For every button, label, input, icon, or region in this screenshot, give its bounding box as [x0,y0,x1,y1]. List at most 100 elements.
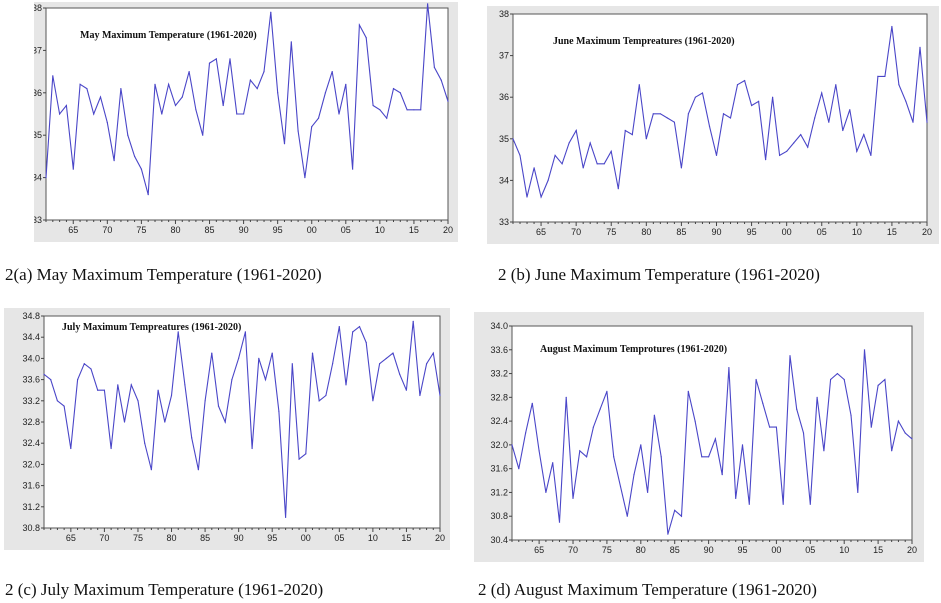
data-point [372,400,374,402]
data-point [729,117,732,119]
data-point [721,474,723,476]
x-tick-label: 90 [704,545,714,555]
data-point [285,516,287,518]
data-point [751,104,753,107]
data-point [599,408,601,410]
y-tick-label: 31.2 [22,502,40,512]
x-tick-label: 85 [670,545,680,555]
data-point [263,71,265,73]
x-tick-label: 15 [409,225,419,235]
data-point [891,25,893,28]
data-point [110,447,112,450]
data-point [420,109,422,111]
data-point [511,444,513,446]
data-point [311,126,313,128]
x-tick-label: 95 [738,545,748,555]
caption-may: 2(a) May Maximum Temperature (1961-2020) [5,265,322,284]
data-point [93,113,95,115]
data-point [835,84,837,86]
data-point [786,150,788,152]
data-point [331,71,333,73]
data-point [358,326,361,328]
data-point [134,155,136,157]
data-point [358,24,360,26]
series-line [512,26,928,199]
plot-area [511,325,913,541]
data-point [72,168,74,170]
data-point [592,426,594,428]
data-point [912,121,914,123]
data-point [533,167,535,169]
data-point [43,373,45,375]
x-tick-label: 80 [170,225,180,235]
data-point [898,84,900,86]
x-tick-label: 05 [341,225,351,235]
data-point [816,396,818,398]
chart-title: August Maximum Temprotures (1961-2020) [540,344,727,355]
data-point [291,363,293,365]
data-point [256,88,258,90]
data-point [905,100,907,102]
data-point [843,378,845,381]
data-point [97,389,99,391]
data-point [399,373,401,375]
data-point [714,438,716,440]
chart-june-svg: 33 34 35 36 37 38 65 70 75 80 85 90 95 00 05 10 15 20 June… [499,9,932,237]
data-point [432,352,434,354]
y-tick-label: 33.2 [22,396,40,406]
data-point [184,384,186,386]
data-point [667,533,669,535]
data-point [181,96,183,98]
data-point [659,113,661,115]
data-point [856,150,858,152]
data-point [863,134,865,136]
x-tick-label: 05 [334,533,344,543]
x-tick-label: 75 [136,225,146,235]
data-point [782,503,784,505]
data-point [596,163,598,165]
data-point [545,491,547,493]
data-point [365,37,367,39]
data-point [613,456,615,458]
data-point [652,113,654,115]
y-tick-label: 32.8 [22,417,40,427]
data-point [772,96,774,98]
data-point [144,442,146,444]
data-point [426,363,428,365]
data-point [610,150,612,152]
data-point [170,394,173,397]
data-point [224,421,226,423]
x-tick-label: 70 [99,533,109,543]
data-point [120,88,122,90]
y-tick-label: 33 [499,217,509,227]
data-point [821,92,823,94]
y-tick-label: 33.2 [490,369,508,379]
data-point [526,196,528,198]
data-point [188,71,190,73]
data-point [238,357,240,359]
data-point [174,104,177,107]
data-point [631,134,633,136]
data-point [645,138,647,140]
data-point [352,331,354,333]
y-tick-label: 34 [34,173,42,183]
x-tick-label: 90 [711,227,721,237]
chart-panel-may: 33 34 35 36 37 38 65 70 75 80 85 90 95 00 05 10 15 20 May … [34,2,458,242]
x-tick-label: 70 [568,545,578,555]
data-point [439,394,441,397]
data-point [317,117,320,119]
data-point [680,515,683,517]
data-point [83,363,85,365]
x-tick-label: 95 [273,225,283,235]
x-tick-label: 20 [435,533,445,543]
data-point [617,188,619,190]
data-point [243,113,245,115]
data-point [877,75,879,77]
data-point [99,96,102,98]
x-tick-label: 90 [234,533,244,543]
data-point [793,142,795,144]
data-point [525,432,527,434]
data-point [674,509,676,511]
x-tick-label: 70 [571,227,581,237]
data-point [561,163,563,165]
